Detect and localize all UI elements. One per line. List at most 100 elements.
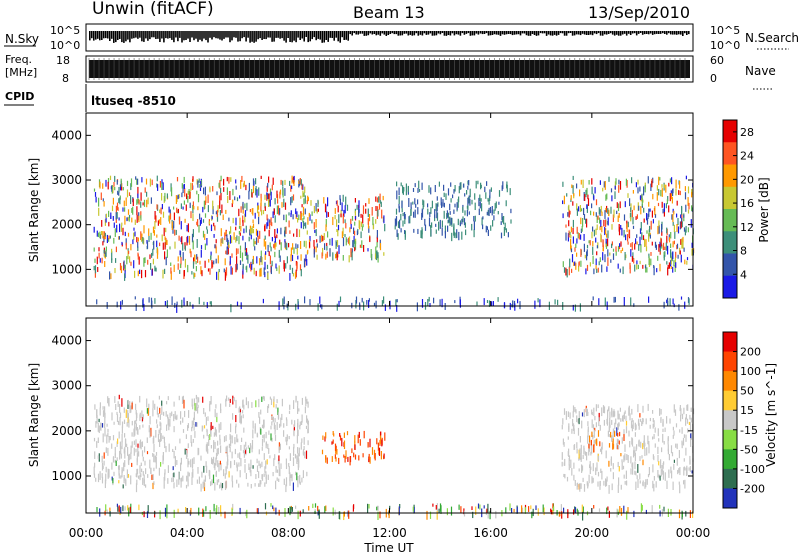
- velocity-cell: [688, 467, 690, 471]
- power-cell: [301, 183, 303, 190]
- power-cell: [381, 209, 383, 219]
- nsky-bar: [293, 31, 295, 41]
- power-cell: [255, 186, 257, 192]
- power-cell: [562, 200, 564, 205]
- velocity-cell: [269, 396, 271, 400]
- power-cell: [658, 188, 660, 196]
- velocity-cell: [629, 441, 631, 448]
- power-cell: [661, 188, 663, 197]
- velocity-cell: [689, 510, 691, 518]
- power-cell: [368, 214, 371, 222]
- power-cell: [281, 202, 283, 208]
- velocity-cell: [687, 404, 689, 411]
- power-cell: [197, 256, 199, 263]
- nsky-bar: [613, 31, 616, 36]
- power-cell: [249, 209, 251, 213]
- velocity-region-4: [96, 503, 694, 521]
- velocity-cell: [96, 441, 98, 448]
- power-cell: [183, 183, 185, 189]
- power-cell: [487, 229, 489, 234]
- velocity-cell: [124, 460, 126, 467]
- power-cell: [251, 192, 253, 198]
- velocity-cell: [338, 457, 340, 465]
- velocity-cell: [254, 483, 256, 487]
- velocity-cell: [659, 408, 661, 416]
- nsky-bar: [329, 31, 331, 38]
- power-cell: [434, 209, 436, 219]
- power-cell: [184, 258, 186, 268]
- power-cell: [614, 191, 616, 200]
- power-cell: [398, 187, 400, 196]
- velocity-cell: [119, 417, 121, 426]
- power-cell: [242, 215, 244, 223]
- power-cell: [292, 177, 294, 183]
- velocity-cell: [560, 511, 562, 517]
- velocity-cell: [642, 443, 644, 450]
- velocity-cell: [278, 446, 280, 453]
- power-cell: [379, 200, 381, 204]
- velocity-cell: [675, 443, 677, 448]
- nsky-bar: [263, 31, 265, 39]
- power-cell: [221, 204, 223, 214]
- power-cell: [586, 187, 588, 195]
- power-cell: [170, 271, 172, 280]
- power-cell: [242, 266, 244, 275]
- power-cell: [459, 299, 461, 308]
- velocity-cell: [667, 448, 669, 455]
- nsky-bar: [513, 31, 516, 35]
- velocity-cell: [141, 441, 143, 447]
- velocity-cell: [685, 414, 687, 420]
- power-cell: [670, 249, 672, 258]
- power-cell: [305, 254, 307, 262]
- power-cell: [326, 242, 328, 246]
- power-cell: [629, 198, 631, 207]
- power-cell: [374, 253, 377, 260]
- velocity-cell: [232, 398, 235, 402]
- power-cell: [153, 240, 155, 250]
- velocity-cell: [228, 443, 230, 448]
- power-cell: [345, 237, 347, 246]
- velocity-cell: [142, 471, 144, 476]
- velocity-cell: [619, 431, 621, 437]
- velocity-cell: [286, 419, 288, 427]
- velocity-cell: [141, 417, 144, 422]
- velocity-cell: [578, 411, 580, 420]
- power-cell: [121, 241, 123, 246]
- velocity-cell: [206, 465, 208, 473]
- nsky-bar: [563, 31, 566, 36]
- power-cell: [581, 226, 583, 232]
- power-cell: [652, 177, 654, 184]
- power-cell: [245, 248, 248, 256]
- nsky-bar: [688, 31, 690, 35]
- velocity-cell: [587, 421, 589, 427]
- power-cell: [122, 207, 124, 212]
- power-cell: [295, 214, 297, 220]
- power-cell: [297, 255, 299, 260]
- velocity-cell: [267, 443, 269, 450]
- power-cell: [316, 239, 318, 243]
- power-cell: [443, 210, 445, 219]
- power-cell: [590, 210, 592, 216]
- power-cell: [691, 189, 693, 195]
- velocity-cell: [149, 429, 151, 438]
- power-cell: [449, 203, 451, 211]
- velocity-cell: [140, 462, 142, 467]
- power-cell: [576, 208, 578, 216]
- velocity-cell: [290, 474, 292, 479]
- velocity-cell: [162, 452, 164, 461]
- velocity-cell: [150, 427, 152, 437]
- power-cell: [604, 230, 607, 235]
- power-cell: [449, 216, 451, 224]
- power-cell: [630, 207, 632, 213]
- velocity-cell: [184, 448, 186, 455]
- power-cell: [317, 208, 319, 212]
- nsky-bar: [319, 31, 321, 40]
- velocity-cell: [599, 424, 601, 431]
- power-cell: [368, 198, 370, 204]
- nsky-bar: [309, 31, 311, 42]
- power-cell: [336, 251, 338, 261]
- velocity-cell: [283, 478, 285, 485]
- velocity-cell: [94, 404, 96, 410]
- power-cell: [113, 182, 115, 187]
- power-cell: [464, 193, 466, 197]
